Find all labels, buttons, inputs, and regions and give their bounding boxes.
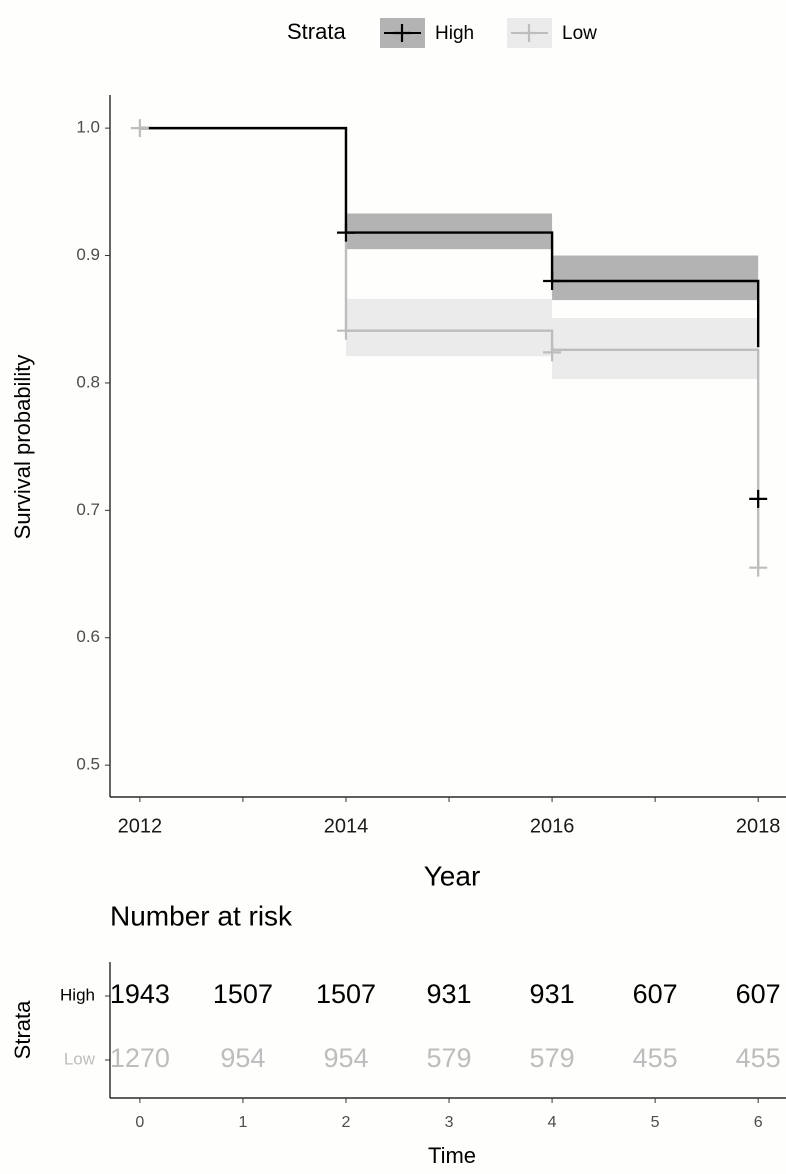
risk-y-label: Strata: [10, 1000, 35, 1059]
legend-key-plus: [393, 24, 411, 42]
legend-label: High: [435, 23, 474, 44]
y-tick-label: 0.8: [76, 372, 100, 391]
censor-mark: [749, 489, 768, 508]
y-tick-label: 1.0: [76, 118, 100, 137]
risk-count: 579: [426, 1043, 471, 1073]
y-tick-label: 0.6: [76, 627, 100, 646]
risk-x-tick-label: 3: [445, 1114, 454, 1131]
risk-count: 1270: [110, 1043, 170, 1073]
legend-title: Strata: [287, 19, 346, 44]
y-axis-label: Survival probability: [10, 355, 35, 540]
risk-count: 607: [736, 979, 781, 1009]
censor-mark: [543, 272, 562, 291]
x-tick-label: 2012: [118, 815, 163, 837]
y-tick-label: 0.7: [76, 500, 100, 519]
legend-label: Low: [562, 23, 597, 44]
risk-x-tick-label: 1: [238, 1114, 247, 1131]
risk-count: 954: [323, 1043, 368, 1073]
risk-count: 1507: [316, 979, 376, 1009]
risk-count: 1507: [213, 979, 273, 1009]
risk-x-tick-label: 6: [754, 1114, 763, 1131]
risk-count: 1943: [110, 979, 170, 1009]
risk-count: 455: [736, 1043, 781, 1073]
risk-x-tick-label: 4: [548, 1114, 557, 1131]
risk-count: 931: [426, 979, 471, 1009]
risk-x-label: Time: [428, 1143, 476, 1168]
legend-key-plus: [520, 24, 538, 42]
censor-mark: [336, 223, 355, 242]
confidence-band: [345, 298, 553, 357]
censor-mark: [130, 119, 149, 138]
risk-count: 607: [633, 979, 678, 1009]
risk-count: 579: [530, 1043, 575, 1073]
risk-count: 455: [633, 1043, 678, 1073]
y-tick-label: 0.5: [76, 755, 100, 774]
risk-x-tick-label: 2: [342, 1114, 351, 1131]
x-tick-label: 2016: [530, 815, 575, 837]
risk-x-tick-label: 0: [135, 1114, 144, 1131]
x-tick-label: 2014: [324, 815, 369, 837]
risk-row-label: High: [60, 985, 95, 1004]
censor-mark: [336, 321, 355, 340]
confidence-band: [552, 317, 759, 380]
y-tick-label: 0.9: [76, 245, 100, 264]
confidence-band: [552, 255, 759, 301]
censor-mark: [543, 343, 562, 362]
censor-mark: [749, 558, 768, 577]
risk-x-tick-label: 5: [651, 1114, 660, 1131]
risk-count: 931: [530, 979, 575, 1009]
x-tick-label: 2018: [736, 815, 781, 837]
confidence-band: [345, 213, 553, 250]
x-axis-label: Year: [424, 860, 481, 891]
risk-row-label: Low: [64, 1049, 96, 1068]
risk-count: 954: [220, 1043, 265, 1073]
risk-table-title: Number at risk: [110, 900, 293, 931]
survival-line: [139, 126, 760, 348]
